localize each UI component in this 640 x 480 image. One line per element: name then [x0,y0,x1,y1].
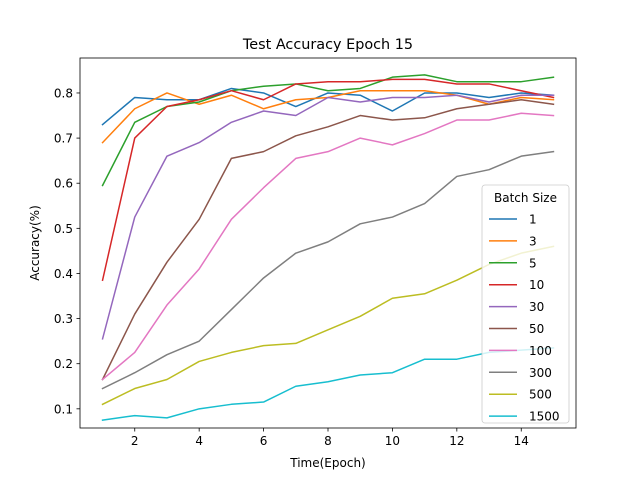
y-tick-label: 0.3 [54,312,73,326]
series-line-1500 [101,347,555,421]
legend-label-1500: 1500 [529,410,560,424]
legend-label-100: 100 [529,344,552,358]
y-tick-label: 0.2 [54,357,73,371]
x-tick-label: 8 [324,434,332,448]
y-tick-label: 0.8 [54,86,73,100]
series-line-10 [101,78,555,282]
legend-label-300: 300 [529,366,552,380]
x-tick-label: 4 [195,434,203,448]
legend-label-500: 500 [529,388,552,402]
y-tick-label: 0.6 [54,177,73,191]
series-line-300 [101,150,555,390]
series-line-1 [101,87,555,126]
y-axis-label: Accuracy(%) [28,205,42,281]
x-axis: 2 4 6 8 10 12 14 [131,428,529,448]
y-axis: 0.1 0.2 0.3 0.4 0.5 0.6 0.7 0.8 [54,86,80,416]
y-tick-label: 0.7 [54,132,73,146]
y-tick-label: 0.1 [54,402,73,416]
legend-items: 1 3 5 10 30 50 100 300 500 1500 [489,213,560,424]
legend: Batch Size 1 3 5 10 30 50 100 300 500 1500 [481,184,570,424]
series-layer [101,74,555,421]
x-axis-label: Time(Epoch) [289,456,365,470]
series-line-50 [101,98,555,381]
legend-label-10: 10 [529,278,544,292]
x-tick-label: 2 [131,434,139,448]
y-tick-label: 0.5 [54,222,73,236]
legend-label-1: 1 [529,213,537,227]
series-line-100 [101,112,555,381]
legend-label-50: 50 [529,322,544,336]
x-tick-label: 12 [449,434,464,448]
x-tick-label: 6 [260,434,268,448]
legend-label-3: 3 [529,234,537,248]
series-line-30 [101,94,555,340]
series-line-500 [101,245,555,406]
chart-title: Test Accuracy Epoch 15 [242,37,413,53]
y-tick-label: 0.4 [54,267,73,281]
legend-box [481,184,570,424]
x-tick-label: 10 [385,434,400,448]
legend-label-30: 30 [529,300,544,314]
legend-label-5: 5 [529,256,537,270]
legend-title: Batch Size [494,191,557,205]
x-tick-label: 14 [514,434,529,448]
